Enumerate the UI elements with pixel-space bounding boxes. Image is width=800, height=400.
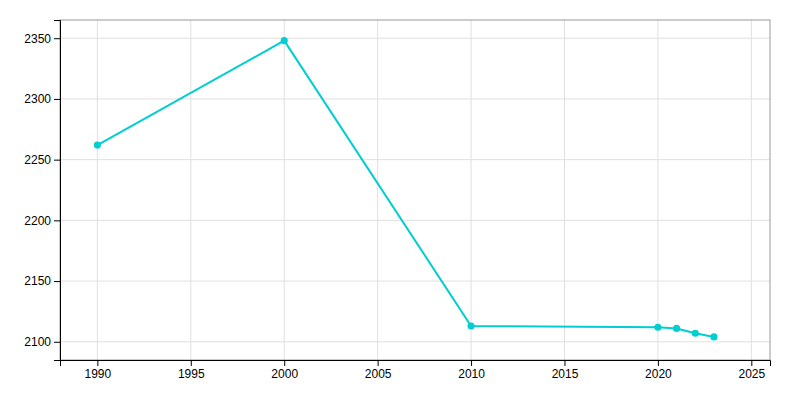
x-tick-label: 2020 bbox=[645, 367, 672, 381]
x-tick-mark bbox=[564, 360, 565, 366]
y-grid-line bbox=[60, 220, 770, 221]
y-tick-label: 2150 bbox=[24, 274, 51, 288]
x-grid-line bbox=[377, 20, 378, 360]
plot-frame bbox=[60, 20, 770, 360]
y-tick-label: 2300 bbox=[24, 92, 51, 106]
x-tick-mark bbox=[97, 360, 98, 366]
x-tick: 2010 bbox=[458, 360, 485, 381]
y-tick-mark bbox=[54, 281, 60, 282]
x-grid-line bbox=[657, 20, 658, 360]
y-tick-mark bbox=[54, 220, 60, 221]
y-tick: 2300 bbox=[24, 92, 60, 106]
y-grid-line bbox=[60, 281, 770, 282]
x-tick-label: 2000 bbox=[271, 367, 298, 381]
y-tick-label: 2350 bbox=[24, 32, 51, 46]
y-tick-label: 2250 bbox=[24, 153, 51, 167]
y-tick-mark bbox=[54, 38, 60, 39]
y-tick: 2100 bbox=[24, 335, 60, 349]
marker bbox=[710, 333, 717, 340]
line bbox=[97, 41, 714, 337]
x-tick-mark bbox=[284, 360, 285, 366]
x-grid-line bbox=[190, 20, 191, 360]
x-tick: 1995 bbox=[178, 360, 205, 381]
x-tick: 2020 bbox=[645, 360, 672, 381]
x-tick: 1990 bbox=[85, 360, 112, 381]
grid bbox=[60, 20, 770, 360]
y-grid-line bbox=[60, 38, 770, 39]
plot: 1990 1995 2000 2005 2010 2015 2020 2025 2100 2150… bbox=[24, 20, 770, 381]
marker bbox=[467, 322, 474, 329]
x-tick-label: 1990 bbox=[85, 367, 112, 381]
x-tick: 2005 bbox=[365, 360, 392, 381]
x-tick-label: 2015 bbox=[552, 367, 579, 381]
x-axis: 1990 1995 2000 2005 2010 2015 2020 2025 bbox=[61, 360, 771, 381]
x-tick-label: 2010 bbox=[458, 367, 485, 381]
y-grid-line bbox=[60, 98, 770, 99]
y-axis-line bbox=[54, 21, 61, 361]
y-tick-label: 2100 bbox=[24, 335, 51, 349]
x-grid-line bbox=[284, 20, 285, 360]
x-grid-line bbox=[751, 20, 752, 360]
x-grid-line bbox=[97, 20, 98, 360]
x-axis-line bbox=[61, 361, 771, 367]
y-tick-mark bbox=[54, 342, 60, 343]
x-tick: 2015 bbox=[552, 360, 579, 381]
marker bbox=[281, 37, 288, 44]
x-tick-mark bbox=[658, 360, 659, 366]
x-tick-mark bbox=[378, 360, 379, 366]
y-grid-line bbox=[60, 159, 770, 160]
x-tick: 2025 bbox=[738, 360, 765, 381]
series bbox=[94, 37, 718, 340]
x-tick-mark bbox=[471, 360, 472, 366]
x-tick-mark bbox=[191, 360, 192, 366]
y-tick-mark bbox=[54, 160, 60, 161]
x-tick-label: 1995 bbox=[178, 367, 205, 381]
y-tick-mark bbox=[54, 99, 60, 100]
y-grid-line bbox=[60, 341, 770, 342]
y-tick: 2200 bbox=[24, 214, 60, 228]
y-tick: 2250 bbox=[24, 153, 60, 167]
x-tick-label: 2025 bbox=[738, 367, 765, 381]
marker bbox=[654, 324, 661, 331]
x-grid-line bbox=[564, 20, 565, 360]
marker bbox=[673, 325, 680, 332]
x-grid-line bbox=[471, 20, 472, 360]
marker bbox=[94, 142, 101, 149]
y-tick-label: 2200 bbox=[24, 214, 51, 228]
x-tick-mark bbox=[751, 360, 752, 366]
x-tick-label: 2005 bbox=[365, 367, 392, 381]
marker bbox=[692, 330, 699, 337]
y-tick: 2350 bbox=[24, 32, 60, 46]
y-tick: 2150 bbox=[24, 274, 60, 288]
chart: 1990 1995 2000 2005 2010 2015 2020 2025 2100 2150… bbox=[0, 0, 800, 400]
y-axis: 2100 2150 2200 2250 2300 2350 bbox=[24, 21, 60, 361]
x-tick: 2000 bbox=[271, 360, 298, 381]
